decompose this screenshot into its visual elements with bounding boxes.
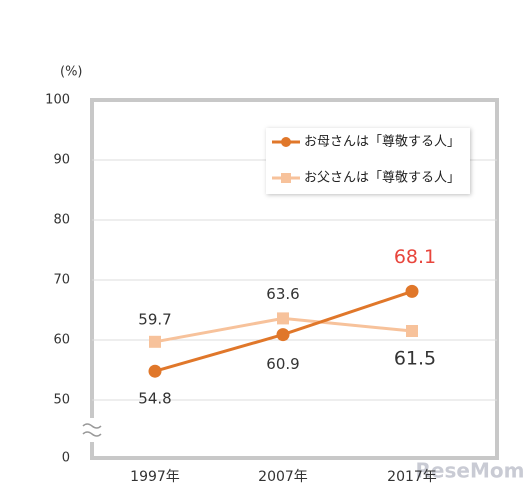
x-tick-label: 2017年 — [387, 469, 437, 485]
legend-box — [266, 128, 470, 194]
data-label: 60.9 — [266, 355, 299, 373]
y-tick-label: 50 — [53, 393, 70, 408]
data-label: 68.1 — [394, 246, 436, 268]
y-tick-label: 60 — [53, 333, 70, 348]
axis-break — [82, 423, 102, 437]
data-point — [406, 325, 418, 337]
y-tick-label: 100 — [45, 93, 70, 108]
break-gap — [84, 418, 100, 442]
grid — [92, 98, 497, 460]
legend-label: お父さんは「尊敬する人」 — [304, 170, 460, 186]
marks: 59.7 63.6 61.5 54.8 60.9 68.1 — [138, 246, 436, 408]
y-tick-label: 70 — [53, 273, 70, 288]
y-tick-label: 0 — [62, 451, 70, 466]
data-label: 63.6 — [266, 285, 299, 303]
data-point — [277, 312, 289, 325]
data-point — [148, 364, 162, 378]
y-unit: (%) — [60, 65, 83, 80]
legend-marker — [281, 173, 291, 183]
data-label: 59.7 — [138, 310, 171, 328]
data-point — [276, 328, 290, 342]
data-point — [149, 335, 161, 348]
y-tick-label: 90 — [53, 153, 70, 168]
x-tick-label: 2007年 — [258, 469, 308, 485]
data-point — [405, 284, 419, 298]
data-label: 61.5 — [394, 348, 436, 370]
watermark: ReseMom — [416, 459, 525, 483]
legend-marker — [281, 137, 291, 147]
data-label: 54.8 — [138, 390, 171, 408]
x-tick-label: 1997年 — [130, 469, 180, 485]
legend-label: お母さんは「尊敬する人」 — [304, 134, 460, 150]
y-tick-label: 80 — [53, 213, 70, 228]
legend: お母さんは「尊敬する人」お父さんは「尊敬する人」 — [272, 134, 460, 186]
